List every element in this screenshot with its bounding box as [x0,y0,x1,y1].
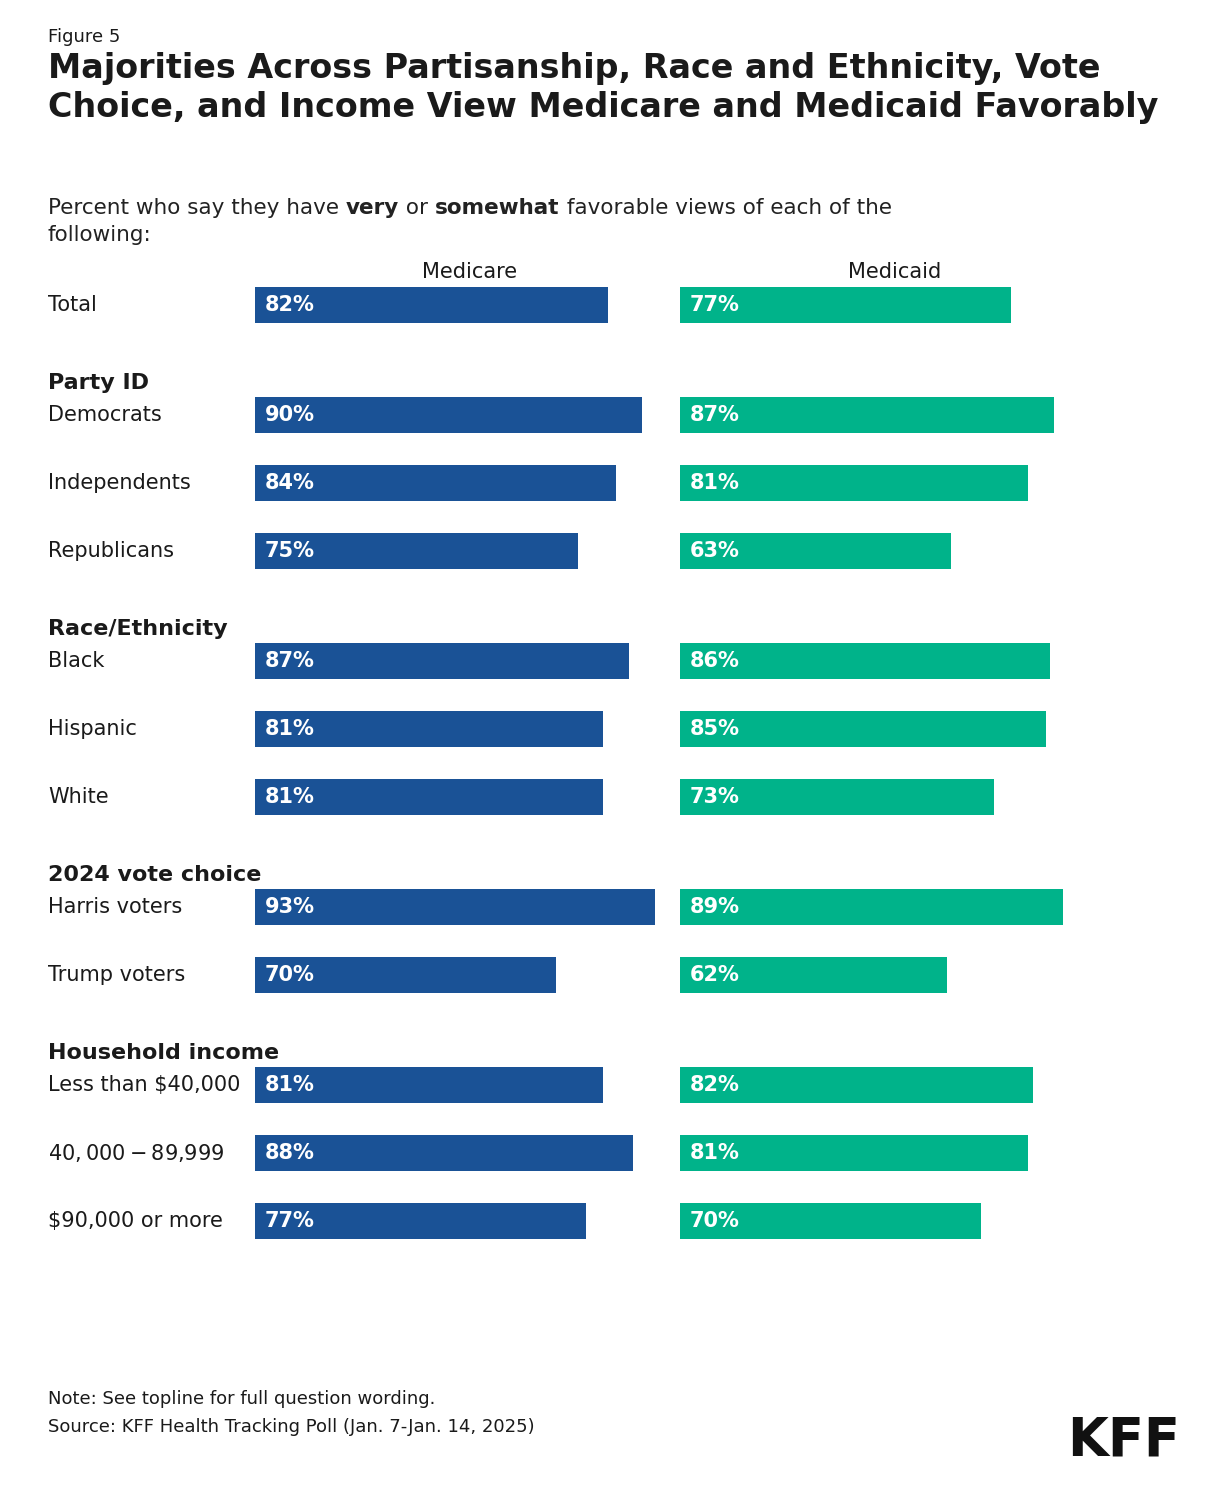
Text: 82%: 82% [265,295,315,315]
Text: 87%: 87% [265,651,315,671]
Text: 77%: 77% [265,1212,315,1231]
Text: White: White [48,786,109,807]
Text: Total: Total [48,295,96,315]
Text: 90%: 90% [265,404,315,425]
Text: 81%: 81% [265,1076,315,1095]
Text: Democrats: Democrats [48,404,162,425]
Text: 88%: 88% [265,1143,315,1162]
Text: Medicare: Medicare [422,263,517,282]
Bar [255,1067,604,1103]
Bar [255,286,608,322]
Text: or: or [399,198,436,218]
Text: 81%: 81% [691,1143,739,1162]
Text: Race/Ethnicity: Race/Ethnicity [48,619,228,639]
Bar [680,1135,1028,1171]
Text: 77%: 77% [691,295,739,315]
Bar [680,712,1046,747]
Bar [255,397,642,433]
Text: 84%: 84% [265,473,315,492]
Text: Party ID: Party ID [48,373,149,392]
Text: Republicans: Republicans [48,542,174,561]
Text: 89%: 89% [691,897,741,918]
Text: Hispanic: Hispanic [48,719,137,739]
Text: KFF: KFF [1068,1414,1180,1467]
Text: 86%: 86% [691,651,739,671]
Bar [255,956,556,994]
Bar [680,889,1063,925]
Text: Source: KFF Health Tracking Poll (Jan. 7-Jan. 14, 2025): Source: KFF Health Tracking Poll (Jan. 7… [48,1417,534,1435]
Bar [255,1135,633,1171]
Bar [255,1203,586,1238]
Text: Note: See topline for full question wording.: Note: See topline for full question word… [48,1391,436,1408]
Text: 70%: 70% [691,1212,739,1231]
Bar [255,533,577,568]
Text: following:: following: [48,225,151,245]
Text: 81%: 81% [265,719,315,739]
Text: Percent who say they have: Percent who say they have [48,198,346,218]
Text: Less than $40,000: Less than $40,000 [48,1076,240,1095]
Bar [680,956,947,994]
Bar [680,779,994,815]
Text: Medicaid: Medicaid [848,263,942,282]
Text: 63%: 63% [691,542,739,561]
Bar [255,889,655,925]
Text: Independents: Independents [48,473,190,492]
Text: 73%: 73% [691,786,739,807]
Text: 81%: 81% [265,786,315,807]
Text: Trump voters: Trump voters [48,965,185,985]
Bar [680,286,1011,322]
Text: 70%: 70% [265,965,315,985]
Text: Majorities Across Partisanship, Race and Ethnicity, Vote
Choice, and Income View: Majorities Across Partisanship, Race and… [48,52,1158,124]
Bar [680,1203,981,1238]
Text: 85%: 85% [691,719,741,739]
Bar [255,466,616,501]
Bar [680,533,950,568]
Bar [680,397,1054,433]
Text: Harris voters: Harris voters [48,897,182,918]
Bar [680,643,1049,679]
Text: 81%: 81% [691,473,739,492]
Text: Household income: Household income [48,1043,279,1062]
Bar [680,466,1028,501]
Bar [255,643,630,679]
Text: $90,000 or more: $90,000 or more [48,1212,223,1231]
Text: Figure 5: Figure 5 [48,28,121,46]
Text: 93%: 93% [265,897,315,918]
Text: favorable views of each of the: favorable views of each of the [560,198,892,218]
Text: 2024 vote choice: 2024 vote choice [48,865,261,885]
Bar [680,1067,1032,1103]
Bar [255,779,604,815]
Text: Black: Black [48,651,105,671]
Text: 87%: 87% [691,404,739,425]
Text: 82%: 82% [691,1076,739,1095]
Text: 75%: 75% [265,542,315,561]
Text: 62%: 62% [691,965,739,985]
Text: very: very [346,198,399,218]
Text: $40,000-$89,999: $40,000-$89,999 [48,1141,224,1164]
Bar [255,712,604,747]
Text: somewhat: somewhat [436,198,560,218]
